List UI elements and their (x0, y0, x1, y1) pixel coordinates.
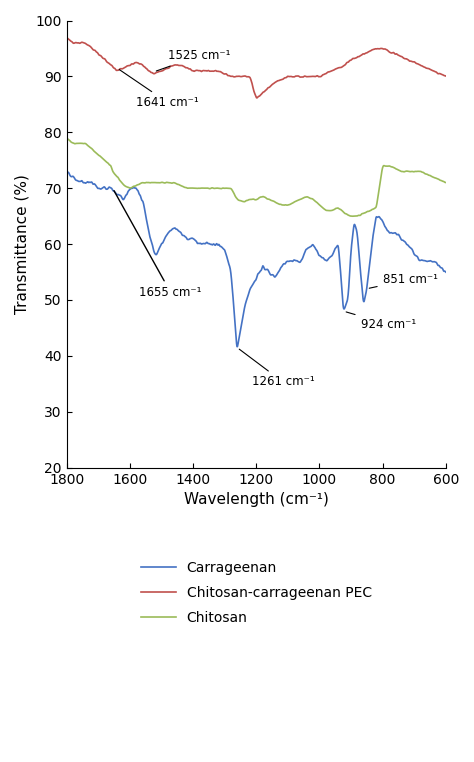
Chitosan-carrageenan PEC (64, 34, 70, 43)
Chitosan-carrageenan PEC (264, 85, 269, 94)
Line: Carrageenan: Carrageenan (67, 171, 446, 347)
Carrageenan (228, 271, 234, 280)
Chitosan-carrageenan PEC (191, 66, 197, 75)
Chitosan (128, 184, 134, 193)
Text: 1655 cm⁻¹: 1655 cm⁻¹ (114, 190, 202, 299)
Chitosan (443, 178, 449, 187)
Chitosan (114, 172, 120, 181)
Carrageenan (114, 190, 120, 200)
Chitosan (228, 184, 234, 194)
Chitosan-carrageenan PEC (271, 78, 277, 88)
Carrageenan (443, 267, 449, 277)
Chitosan (263, 194, 269, 203)
Chitosan (271, 197, 277, 206)
Carrageenan (271, 272, 277, 281)
Carrageenan (191, 235, 197, 244)
Chitosan (191, 184, 197, 193)
Text: 1525 cm⁻¹: 1525 cm⁻¹ (156, 50, 230, 71)
Chitosan-carrageenan PEC (228, 72, 234, 81)
Chitosan (349, 212, 355, 221)
Text: 924 cm⁻¹: 924 cm⁻¹ (346, 312, 416, 331)
X-axis label: Wavelength (cm⁻¹): Wavelength (cm⁻¹) (184, 492, 329, 507)
Line: Chitosan: Chitosan (67, 138, 446, 216)
Chitosan-carrageenan PEC (254, 93, 260, 102)
Carrageenan (264, 265, 269, 274)
Y-axis label: Transmittance (%): Transmittance (%) (15, 174, 30, 314)
Text: 1261 cm⁻¹: 1261 cm⁻¹ (239, 349, 314, 389)
Chitosan-carrageenan PEC (443, 72, 449, 81)
Legend: Carrageenan, Chitosan-carrageenan PEC, Chitosan: Carrageenan, Chitosan-carrageenan PEC, C… (135, 555, 377, 630)
Line: Chitosan-carrageenan PEC: Chitosan-carrageenan PEC (67, 38, 446, 98)
Chitosan-carrageenan PEC (128, 60, 134, 69)
Text: 1641 cm⁻¹: 1641 cm⁻¹ (119, 69, 199, 109)
Carrageenan (128, 184, 134, 194)
Chitosan-carrageenan PEC (114, 66, 120, 75)
Carrageenan (234, 342, 240, 351)
Text: 851 cm⁻¹: 851 cm⁻¹ (369, 273, 438, 288)
Carrageenan (64, 167, 70, 176)
Chitosan (64, 133, 70, 142)
